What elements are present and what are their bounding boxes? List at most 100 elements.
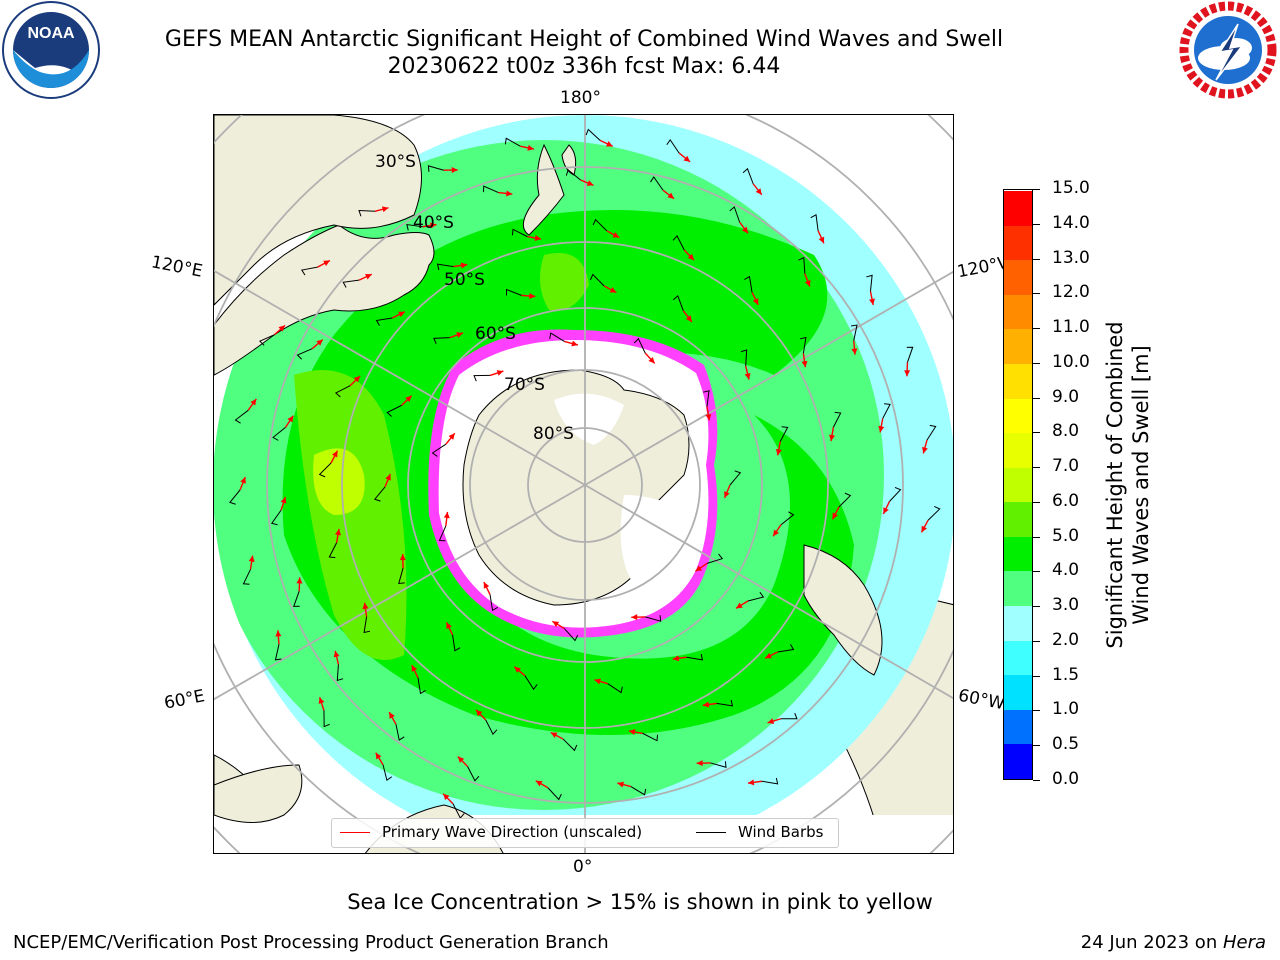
colorbar-segment xyxy=(1004,225,1032,261)
wave-arrow-head xyxy=(685,315,692,322)
legend-item-wave-direction: Primary Wave Direction (unscaled) xyxy=(340,823,642,841)
lon-label-120e: 120°E xyxy=(149,252,205,282)
lon-label-180: 180° xyxy=(560,88,601,108)
wind-barb xyxy=(300,266,318,276)
lat-label-80s: 80°S xyxy=(533,424,574,444)
colorbar-tick-mark xyxy=(1033,780,1040,781)
colorbar-tick-mark xyxy=(1033,467,1040,469)
wind-barb xyxy=(386,404,402,417)
wave-arrow-head xyxy=(672,655,680,662)
lat-label-70s: 70°S xyxy=(504,375,545,395)
polar-map xyxy=(214,115,953,853)
colorbar-tick-label: 6.0 xyxy=(1052,490,1080,511)
wind-barb xyxy=(565,169,581,181)
wave-arrow-head xyxy=(773,529,779,537)
colorbar-tick-label: 7.0 xyxy=(1052,456,1080,477)
wave-arrow-head xyxy=(606,141,613,147)
wind-barb xyxy=(489,594,498,612)
wind-barb xyxy=(716,699,734,707)
colorbar-tick-mark xyxy=(1033,536,1040,538)
colorbar-label: Significant Height of Combined Wind Wave… xyxy=(1102,321,1154,648)
wind-barb xyxy=(272,426,286,441)
wind-barb xyxy=(607,683,623,694)
colorbar-tick-mark xyxy=(1033,675,1040,677)
wind-barb xyxy=(373,486,386,502)
colorbar-tick-label: 14.0 xyxy=(1052,212,1090,233)
wave-direction-arrows xyxy=(229,128,941,819)
wave-arrow-head xyxy=(612,232,620,238)
wave-arrow-head xyxy=(296,577,303,584)
wind-barb xyxy=(866,274,873,292)
wind-barb xyxy=(375,317,393,326)
wind-barb xyxy=(740,349,748,366)
wave-arrow-head xyxy=(829,434,835,442)
wave-arrow-head xyxy=(594,678,601,685)
map-title: GEFS MEAN Antarctic Significant Height o… xyxy=(164,27,1004,52)
colorbar-segment xyxy=(1004,259,1032,295)
wind-barb xyxy=(926,424,937,441)
wind-barb xyxy=(589,273,605,287)
wind-barb xyxy=(650,176,664,191)
wave-arrow-head xyxy=(353,375,361,383)
wave-arrow-head xyxy=(375,752,382,760)
colorbar-tick-label: 2.0 xyxy=(1052,629,1080,650)
colorbar-tick-label: 11.0 xyxy=(1052,317,1090,338)
noaa-logo-text: NOAA xyxy=(27,25,75,42)
wind-barb xyxy=(342,279,360,288)
lon-label-60w: 60°W xyxy=(956,685,1007,715)
wave-arrow-head xyxy=(628,729,636,735)
wind-barb xyxy=(666,138,680,154)
wave-arrow-head xyxy=(248,555,255,562)
wind-barb xyxy=(798,256,806,274)
wave-arrow-head xyxy=(765,652,772,659)
wave-arrow-head xyxy=(869,298,875,305)
wind-barb xyxy=(270,509,282,526)
colorbar-segment xyxy=(1004,501,1032,537)
colorbar-tick-label: 9.0 xyxy=(1052,386,1080,407)
legend-item-wind-barbs: Wind Barbs xyxy=(696,823,823,841)
wave-arrow-head xyxy=(527,144,534,151)
wind-barb xyxy=(882,403,891,419)
wind-barb xyxy=(417,677,426,695)
wave-arrow-head xyxy=(767,718,775,724)
wind-barb xyxy=(642,732,659,742)
wind-barb xyxy=(832,411,842,428)
wind-barb xyxy=(406,223,423,231)
colorbar-tick-label: 12.0 xyxy=(1052,282,1090,303)
wind-barb xyxy=(747,591,765,602)
wave-arrow-head xyxy=(278,325,286,332)
colorbar-tick-label: 0.0 xyxy=(1052,769,1080,789)
wind-barb xyxy=(296,348,313,360)
wind-barb xyxy=(585,128,601,141)
colorbar-tick-mark xyxy=(1033,328,1040,330)
wave-arrow-head xyxy=(904,370,911,377)
wave-arrow-head xyxy=(456,332,463,338)
wave-arrow-head xyxy=(287,415,294,423)
wind-barb xyxy=(744,275,753,293)
wind-barb xyxy=(729,206,741,223)
colorbar-tick-mark xyxy=(1033,571,1040,573)
noaa-logo: NOAA xyxy=(2,1,100,99)
wave-arrow-head xyxy=(381,206,389,213)
wind-barb xyxy=(323,710,330,728)
wind-barb xyxy=(927,505,941,521)
colorbar xyxy=(1003,189,1033,780)
sea-ice-note: Sea Ice Concentration > 15% is shown in … xyxy=(347,890,933,914)
wave-arrow-head xyxy=(443,793,450,801)
colorbar-tick-label: 5.0 xyxy=(1052,525,1080,546)
wind-barb xyxy=(328,542,338,559)
wave-arrow-head xyxy=(535,780,543,787)
wind-barb xyxy=(630,786,647,796)
wave-arrow-head xyxy=(755,188,762,195)
wind-barb xyxy=(438,525,447,542)
colorbar-tick-mark xyxy=(1033,432,1040,434)
wave-arrow-head xyxy=(240,477,246,484)
wave-arrow-head xyxy=(747,779,755,786)
lon-label-0: 0° xyxy=(573,857,593,877)
colorbar-segment xyxy=(1004,432,1032,468)
wind-barb xyxy=(485,719,498,736)
footer-host: Hera xyxy=(1222,932,1266,953)
wind-barb xyxy=(686,653,704,661)
wave-arrow-head xyxy=(735,602,743,609)
wind-barb xyxy=(633,337,646,354)
